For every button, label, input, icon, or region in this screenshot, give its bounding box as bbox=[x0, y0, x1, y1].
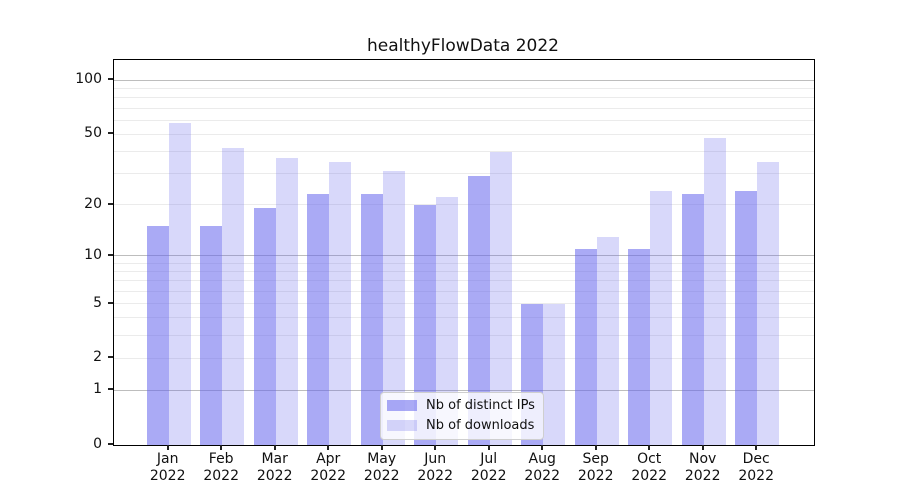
gridline-minor bbox=[114, 119, 814, 121]
x-tick-label: Apr 2022 bbox=[310, 451, 346, 484]
x-tick-label: Jul 2022 bbox=[470, 451, 507, 484]
bar-downloads-oct bbox=[650, 190, 673, 445]
bar-downloads-jan bbox=[168, 122, 191, 445]
x-tick-mark bbox=[541, 445, 544, 450]
y-tick-mark bbox=[108, 253, 113, 256]
legend-swatch-downloads bbox=[387, 420, 417, 431]
y-tick-mark bbox=[108, 356, 113, 359]
gridline-minor bbox=[114, 303, 814, 304]
gridline-major bbox=[114, 389, 814, 391]
gridline-minor bbox=[114, 107, 814, 109]
bar-downloads-mar bbox=[275, 157, 298, 445]
bar-downloads-apr bbox=[329, 161, 352, 445]
bar-downloads-jun bbox=[436, 197, 459, 445]
gridline-major bbox=[114, 79, 814, 81]
bar-downloads-nov bbox=[703, 137, 726, 445]
x-tick-mark bbox=[327, 445, 330, 450]
gridline-minor bbox=[114, 357, 814, 359]
gridline-minor bbox=[114, 290, 814, 292]
x-tick-mark bbox=[166, 445, 169, 450]
gridline-minor bbox=[114, 262, 814, 264]
x-tick-label: Nov 2022 bbox=[684, 451, 721, 484]
y-tick-label: 1 bbox=[93, 381, 102, 398]
gridline-minor bbox=[114, 133, 814, 135]
bar-ips-may bbox=[360, 193, 383, 445]
chart-title: healthyFlowData 2022 bbox=[367, 36, 559, 56]
gridline-minor bbox=[114, 270, 814, 272]
x-tick-mark bbox=[220, 445, 223, 450]
y-tick-label: 2 bbox=[93, 349, 102, 366]
x-tick-mark bbox=[487, 445, 490, 450]
gridline-minor bbox=[114, 151, 814, 153]
y-tick-label: 50 bbox=[84, 125, 102, 142]
x-tick-label: Jan 2022 bbox=[149, 451, 186, 484]
gridline-minor bbox=[114, 280, 814, 282]
x-tick-label: Oct 2022 bbox=[631, 451, 667, 484]
gridline-minor bbox=[114, 335, 814, 336]
y-tick-mark bbox=[108, 202, 113, 205]
bar-ips-jan bbox=[146, 226, 169, 445]
gridline-minor bbox=[114, 204, 814, 205]
y-tick-label: 20 bbox=[84, 195, 102, 212]
y-tick-label: 100 bbox=[75, 71, 102, 88]
x-tick-mark bbox=[273, 445, 276, 450]
bar-ips-sep bbox=[574, 248, 597, 445]
bar-ips-oct bbox=[628, 248, 651, 445]
x-tick-label: Jun 2022 bbox=[417, 451, 453, 484]
x-tick-mark bbox=[701, 445, 704, 450]
x-tick-label: May 2022 bbox=[363, 451, 400, 484]
legend-swatch-ips bbox=[387, 400, 417, 411]
bar-downloads-may bbox=[382, 171, 405, 445]
x-tick-label: Aug 2022 bbox=[524, 451, 560, 484]
bar-ips-apr bbox=[307, 193, 330, 445]
y-tick-label: 10 bbox=[84, 246, 102, 263]
x-tick-mark bbox=[594, 445, 597, 450]
x-tick-mark bbox=[434, 445, 437, 450]
gridline-minor bbox=[114, 88, 814, 90]
legend-label: Nb of distinct IPs bbox=[426, 398, 535, 413]
x-tick-mark bbox=[380, 445, 383, 450]
bar-downloads-feb bbox=[222, 147, 245, 445]
bar-ips-jul bbox=[467, 176, 490, 445]
bar-downloads-sep bbox=[596, 236, 619, 445]
legend-item: Nb of distinct IPs bbox=[387, 398, 535, 413]
bar-ips-jun bbox=[414, 204, 437, 445]
bar-ips-dec bbox=[735, 190, 758, 445]
y-tick-mark bbox=[108, 78, 113, 81]
gridline-minor bbox=[114, 317, 814, 319]
x-tick-label: Sep 2022 bbox=[577, 451, 614, 484]
y-tick-mark bbox=[108, 132, 113, 135]
y-tick-label: 5 bbox=[93, 294, 102, 311]
bar-downloads-jul bbox=[489, 151, 512, 445]
bar-ips-feb bbox=[200, 226, 223, 445]
y-tick-mark bbox=[108, 301, 113, 304]
x-tick-mark bbox=[755, 445, 758, 450]
legend-item: Nb of downloads bbox=[387, 418, 535, 433]
bar-downloads-aug bbox=[543, 303, 566, 445]
bar-ips-nov bbox=[681, 193, 704, 445]
legend-label: Nb of downloads bbox=[426, 418, 535, 433]
y-tick-mark bbox=[108, 388, 113, 391]
bar-ips-mar bbox=[253, 208, 276, 445]
bar-downloads-dec bbox=[757, 161, 780, 445]
gridline-minor bbox=[114, 97, 814, 99]
x-tick-label: Dec 2022 bbox=[738, 451, 774, 484]
x-tick-mark bbox=[648, 445, 651, 450]
gridline-major bbox=[114, 255, 814, 257]
x-tick-label: Feb 2022 bbox=[203, 451, 239, 484]
y-tick-mark bbox=[108, 443, 113, 445]
x-tick-label: Mar 2022 bbox=[256, 451, 293, 484]
plot-area bbox=[113, 59, 815, 446]
legend: Nb of distinct IPs Nb of downloads bbox=[380, 392, 544, 440]
y-tick-label: 0 bbox=[93, 436, 102, 452]
gridline-minor bbox=[114, 173, 814, 175]
